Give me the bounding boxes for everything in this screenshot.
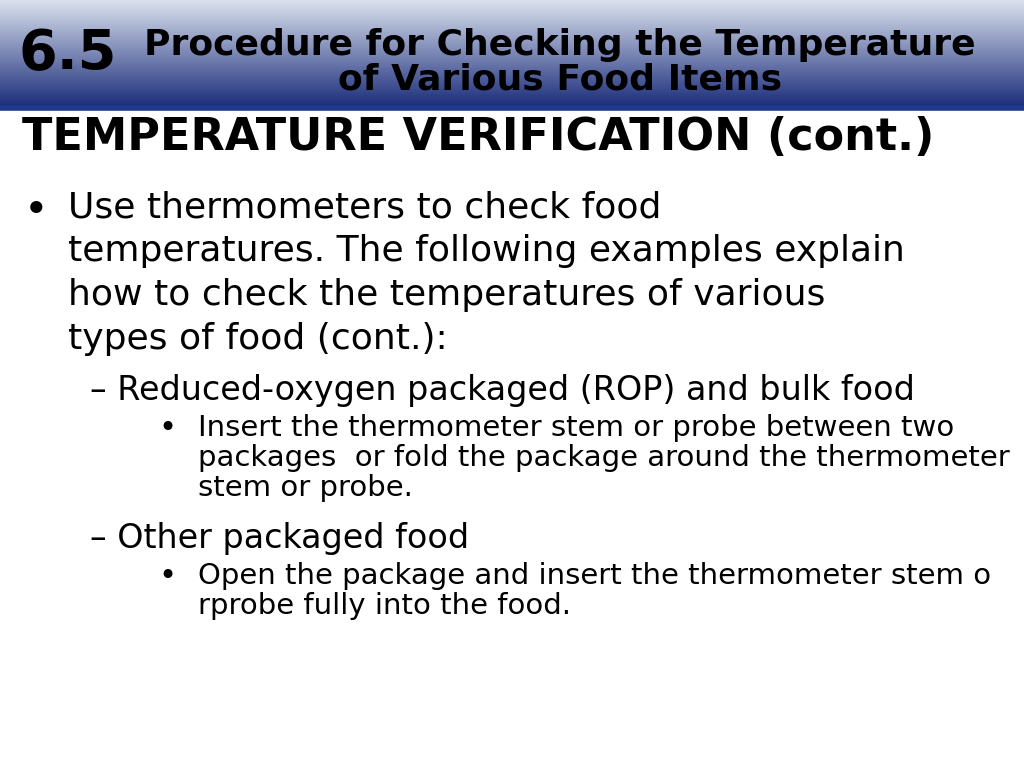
Text: •: • xyxy=(158,562,176,591)
Text: Use thermometers to check food: Use thermometers to check food xyxy=(68,190,662,224)
Text: TEMPERATURE VERIFICATION (cont.): TEMPERATURE VERIFICATION (cont.) xyxy=(22,116,934,159)
Text: stem or probe.: stem or probe. xyxy=(198,474,413,502)
Text: •: • xyxy=(158,414,176,443)
Text: how to check the temperatures of various: how to check the temperatures of various xyxy=(68,278,825,312)
Text: of Various Food Items: of Various Food Items xyxy=(338,62,782,96)
Text: •: • xyxy=(24,190,48,232)
Text: Open the package and insert the thermometer stem o: Open the package and insert the thermome… xyxy=(198,562,991,590)
Text: types of food (cont.):: types of food (cont.): xyxy=(68,322,447,356)
Text: rprobe fully into the food.: rprobe fully into the food. xyxy=(198,592,571,620)
Text: temperatures. The following examples explain: temperatures. The following examples exp… xyxy=(68,234,905,268)
Text: Procedure for Checking the Temperature: Procedure for Checking the Temperature xyxy=(144,28,976,62)
Text: 6.5: 6.5 xyxy=(18,27,117,81)
Text: packages  or fold the package around the thermometer: packages or fold the package around the … xyxy=(198,444,1010,472)
Text: – Reduced-oxygen packaged (ROP) and bulk food: – Reduced-oxygen packaged (ROP) and bulk… xyxy=(90,374,914,407)
Text: Insert the thermometer stem or probe between two: Insert the thermometer stem or probe bet… xyxy=(198,414,954,442)
Text: – Other packaged food: – Other packaged food xyxy=(90,522,469,555)
